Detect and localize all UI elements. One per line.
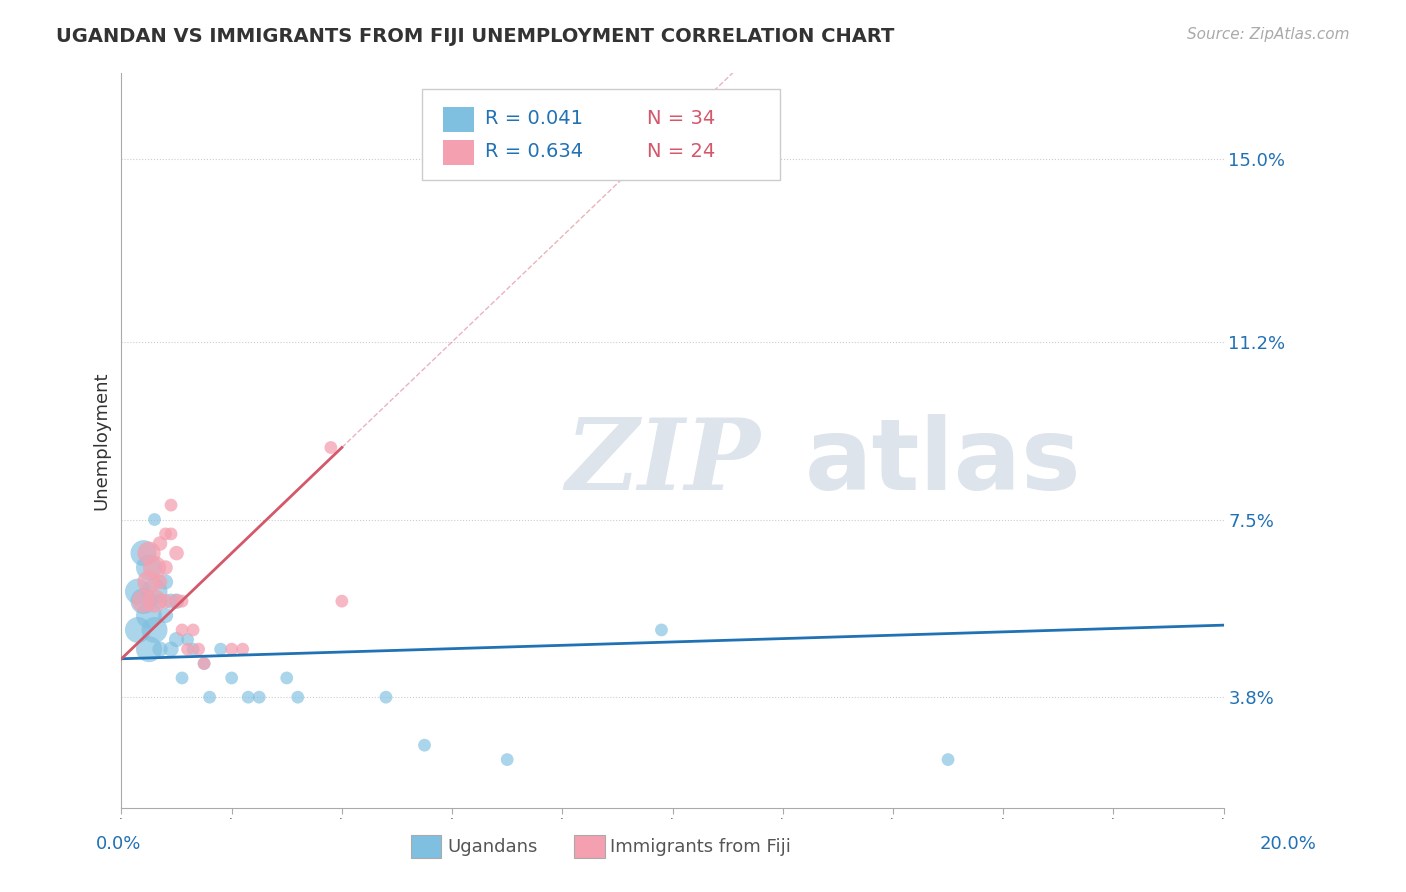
Point [170, 623, 193, 637]
Point [143, 560, 166, 574]
Point [155, 527, 177, 541]
Point [149, 574, 172, 589]
Point [138, 560, 160, 574]
Point [143, 623, 166, 637]
Point [176, 632, 198, 647]
Point [138, 574, 160, 589]
Point [276, 671, 298, 685]
Point [181, 623, 204, 637]
Text: atlas: atlas [804, 414, 1081, 511]
Point [166, 632, 188, 647]
Point [496, 753, 519, 767]
Point [132, 546, 155, 560]
Text: R = 0.041: R = 0.041 [485, 109, 583, 128]
Point [138, 608, 160, 623]
Point [127, 584, 149, 599]
Point [127, 623, 149, 637]
Point [187, 642, 209, 657]
Text: 20.0%: 20.0% [1260, 835, 1316, 853]
Point [138, 642, 160, 657]
Point [149, 536, 172, 550]
Text: N = 24: N = 24 [647, 142, 716, 161]
Point [143, 594, 166, 608]
Point [166, 546, 188, 560]
Point [193, 657, 215, 671]
Point [198, 690, 221, 705]
Point [166, 594, 188, 608]
Point [232, 642, 254, 657]
Point [155, 574, 177, 589]
Point [155, 560, 177, 574]
Text: Source: ZipAtlas.com: Source: ZipAtlas.com [1187, 27, 1350, 42]
Point [181, 642, 204, 657]
Point [149, 642, 172, 657]
Point [319, 441, 342, 455]
Point [330, 594, 353, 608]
Text: Immigrants from Fiji: Immigrants from Fiji [610, 838, 792, 855]
Text: 0.0%: 0.0% [96, 835, 141, 853]
Point [170, 594, 193, 608]
Point [375, 690, 398, 705]
Point [149, 594, 172, 608]
Point [221, 642, 243, 657]
Point [247, 690, 270, 705]
Text: N = 34: N = 34 [647, 109, 716, 128]
Point [160, 527, 183, 541]
Text: Ugandans: Ugandans [447, 838, 537, 855]
Text: R = 0.634: R = 0.634 [485, 142, 583, 161]
Point [132, 594, 155, 608]
Y-axis label: Unemployment: Unemployment [93, 371, 110, 509]
Point [143, 512, 166, 526]
Point [155, 594, 177, 608]
Point [287, 690, 309, 705]
Point [238, 690, 260, 705]
Point [193, 657, 215, 671]
Point [650, 623, 672, 637]
Point [936, 753, 959, 767]
Point [166, 594, 188, 608]
Point [170, 671, 193, 685]
Point [209, 642, 232, 657]
Point [143, 584, 166, 599]
Point [221, 671, 243, 685]
Point [132, 594, 155, 608]
Point [413, 738, 436, 752]
Text: ZIP: ZIP [565, 414, 761, 510]
Point [138, 546, 160, 560]
Point [176, 642, 198, 657]
Point [160, 642, 183, 657]
Point [160, 594, 183, 608]
Text: UGANDAN VS IMMIGRANTS FROM FIJI UNEMPLOYMENT CORRELATION CHART: UGANDAN VS IMMIGRANTS FROM FIJI UNEMPLOY… [56, 27, 894, 45]
Point [155, 608, 177, 623]
Point [160, 498, 183, 512]
